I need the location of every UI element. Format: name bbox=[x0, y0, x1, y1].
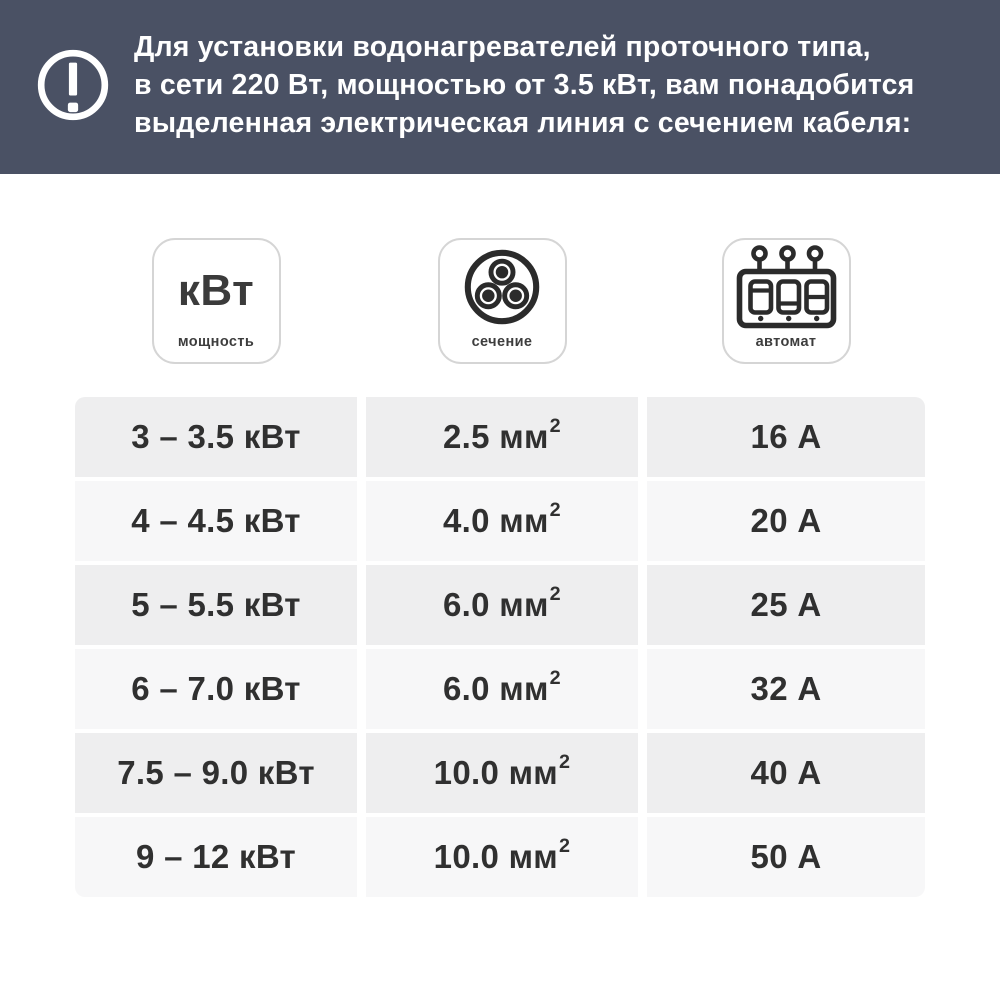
table-cell-power: 6 – 7.0 кВт bbox=[75, 649, 357, 729]
table-cell-power: 3 – 3.5 кВт bbox=[75, 397, 357, 477]
power-card: кВт мощность bbox=[151, 238, 281, 364]
table-cell-amperage: 40 А bbox=[647, 733, 925, 813]
notice-line-3: выделенная электрическая линия с сечение… bbox=[134, 107, 912, 139]
section-value: 2.5 мм bbox=[443, 418, 549, 455]
breaker-card: автомат bbox=[721, 238, 851, 364]
section-value: 6.0 мм bbox=[443, 586, 549, 623]
amperage-value: 40 А bbox=[750, 754, 822, 791]
notice-text: Для установки водонагревателей проточног… bbox=[134, 28, 914, 142]
table-cell-section: 6.0 мм 2 bbox=[366, 565, 638, 645]
power-value: 7.5 – 9.0 кВт bbox=[117, 754, 315, 791]
notice-line-2: в сети 220 Вт, мощностью от 3.5 кВт, вам… bbox=[134, 69, 915, 101]
legend-col-breaker: автомат bbox=[721, 238, 851, 364]
table-cell-amperage: 32 А bbox=[647, 649, 925, 729]
amperage-value: 20 А bbox=[750, 502, 822, 539]
power-card-label: мощность bbox=[177, 333, 255, 350]
section-value: 4.0 мм bbox=[443, 502, 549, 539]
power-unit-text: кВт bbox=[177, 266, 255, 316]
power-value: 6 – 7.0 кВт bbox=[131, 670, 301, 707]
amperage-value: 25 А bbox=[750, 586, 822, 623]
section-card-label: сечение bbox=[471, 333, 533, 350]
table-cell-amperage: 16 А bbox=[647, 397, 925, 477]
table-cell-amperage: 25 А bbox=[647, 565, 925, 645]
power-value: 9 – 12 кВт bbox=[136, 838, 296, 875]
table-cell-power: 9 – 12 кВт bbox=[75, 817, 357, 897]
table-cell-section: 6.0 мм 2 bbox=[366, 649, 638, 729]
table-cell-section: 4.0 мм 2 bbox=[366, 481, 638, 561]
power-value: 4 – 4.5 кВт bbox=[131, 502, 301, 539]
section-value: 10.0 мм bbox=[433, 838, 558, 875]
table-cell-power: 4 – 4.5 кВт bbox=[75, 481, 357, 561]
amperage-value: 32 А bbox=[750, 670, 822, 707]
table-cell-amperage: 20 А bbox=[647, 481, 925, 561]
power-value: 5 – 5.5 кВт bbox=[131, 586, 301, 623]
exclamation-icon bbox=[37, 49, 109, 121]
section-value: 6.0 мм bbox=[443, 670, 549, 707]
table-cell-section: 10.0 мм 2 bbox=[366, 817, 638, 897]
table-cell-section: 10.0 мм 2 bbox=[366, 733, 638, 813]
table-cell-amperage: 50 А bbox=[647, 817, 925, 897]
power-value: 3 – 3.5 кВт bbox=[131, 418, 301, 455]
legend-row: кВт мощность сечение bbox=[75, 238, 925, 364]
spec-table: 3 – 3.5 кВт 2.5 мм 2 16 А 4 – 4.5 кВт 4.0… bbox=[75, 397, 925, 897]
cable-cross-section-icon bbox=[464, 250, 540, 325]
notice-banner: Для установки водонагревателей проточног… bbox=[0, 0, 1000, 174]
legend-col-power: кВт мощность bbox=[151, 238, 281, 364]
table-cell-power: 7.5 – 9.0 кВт bbox=[75, 733, 357, 813]
circuit-breaker-icon bbox=[736, 245, 836, 329]
section-value: 10.0 мм bbox=[433, 754, 558, 791]
legend-col-section: сечение bbox=[437, 238, 567, 364]
amperage-value: 50 А bbox=[750, 838, 822, 875]
amperage-value: 16 А bbox=[750, 418, 822, 455]
notice-line-1: Для установки водонагревателей проточног… bbox=[134, 31, 871, 63]
section-card: сечение bbox=[437, 238, 567, 364]
table-cell-power: 5 – 5.5 кВт bbox=[75, 565, 357, 645]
table-cell-section: 2.5 мм 2 bbox=[366, 397, 638, 477]
breaker-card-label: автомат bbox=[755, 333, 817, 350]
